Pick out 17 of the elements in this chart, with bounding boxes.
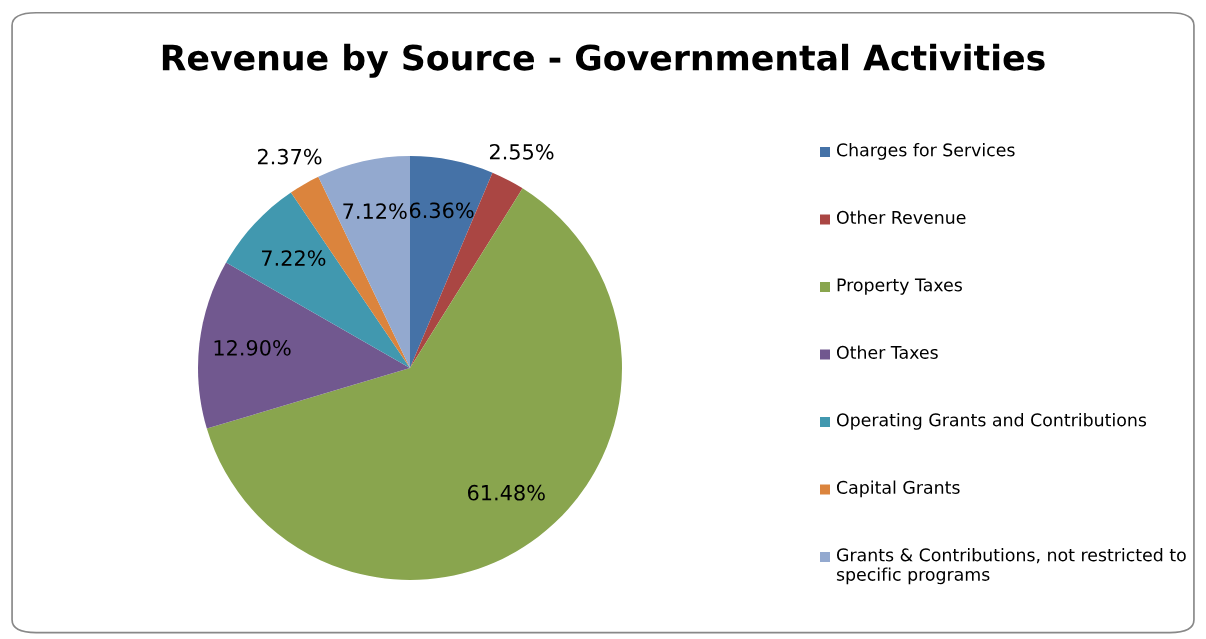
data-label: 2.55% [489,143,554,160]
legend-label: Other Taxes [836,345,938,359]
data-label: 6.36% [409,202,474,219]
legend-label: Property Taxes [837,278,962,295]
legend-label: Grants & Contributions, not restricted to specific programs [836,548,1186,585]
data-label: 61.48% [468,484,545,501]
pie-slice [410,172,523,368]
legend-label: Operating Grants and Contributions [836,413,1147,430]
data-label: 2.37% [257,148,322,165]
legend-label: Other Revenue [836,210,966,224]
pie-slice [206,188,622,580]
legend-label: Charges for Services [836,143,1015,160]
chart-title: Revenue by Source - Governmental Activities [162,43,1045,78]
legend-label: Capital Grants [836,480,960,498]
data-label: 7.22% [262,250,326,266]
data-label: 7.12% [343,203,407,220]
data-label: 12.90% [214,339,291,356]
